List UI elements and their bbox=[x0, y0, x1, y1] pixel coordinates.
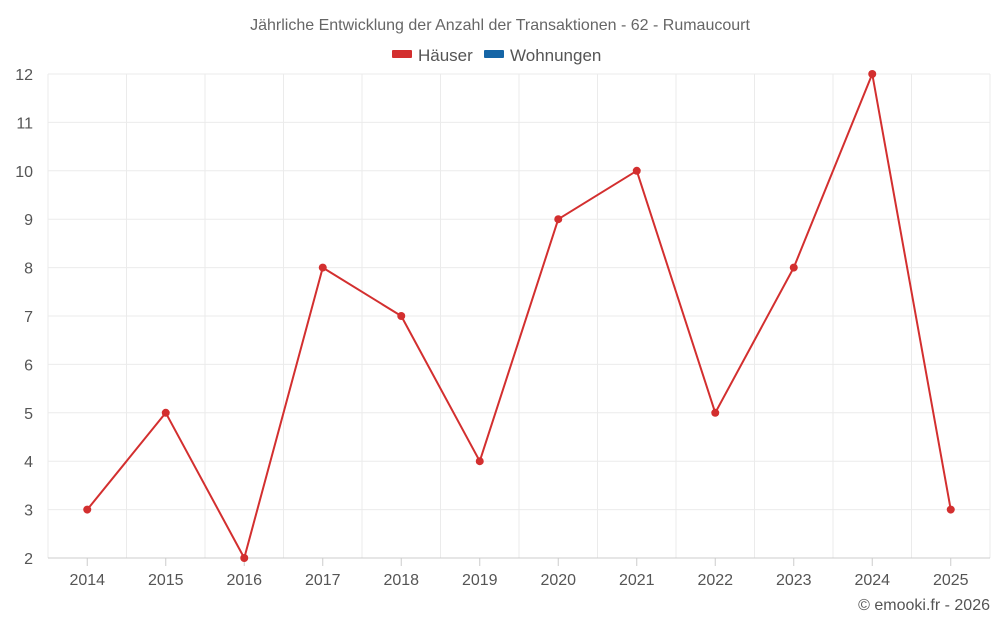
data-point-haeuser-2020[interactable] bbox=[554, 215, 563, 224]
series-line-haeuser bbox=[86, 73, 952, 559]
data-point-haeuser-2016[interactable] bbox=[240, 554, 249, 562]
x-tick-label: 2015 bbox=[148, 572, 184, 589]
x-tick-label: 2014 bbox=[69, 572, 105, 589]
x-tick-label: 2023 bbox=[776, 572, 812, 589]
legend-swatch-wohnungen bbox=[484, 50, 504, 58]
data-point-haeuser-2019[interactable] bbox=[475, 457, 484, 466]
y-tick-label: 6 bbox=[24, 357, 33, 374]
y-tick-label: 5 bbox=[24, 406, 33, 423]
legend-swatch-haeuser bbox=[392, 50, 412, 58]
credit-text: © emooki.fr - 2026 bbox=[858, 597, 990, 614]
x-tick-label: 2021 bbox=[619, 572, 655, 589]
chart-title: Jährliche Entwicklung der Anzahl der Tra… bbox=[250, 17, 750, 34]
x-tick-label: 2022 bbox=[697, 572, 733, 589]
data-point-haeuser-2017[interactable] bbox=[318, 263, 327, 272]
x-tick-label: 2025 bbox=[933, 572, 969, 589]
legend-item-haeuser[interactable]: Häuser bbox=[392, 46, 473, 65]
y-tick-label: 12 bbox=[15, 67, 33, 84]
y-tick-label: 3 bbox=[24, 503, 33, 520]
y-tick-label: 10 bbox=[15, 164, 33, 181]
legend: Häuser Wohnungen bbox=[392, 46, 601, 65]
y-tick-label: 8 bbox=[24, 261, 33, 278]
data-point-haeuser-2014[interactable] bbox=[83, 505, 92, 514]
x-tick-label: 2019 bbox=[462, 572, 498, 589]
data-point-haeuser-2024[interactable] bbox=[868, 70, 877, 78]
x-tick-label: 2016 bbox=[226, 572, 262, 589]
y-tick-label: 4 bbox=[24, 454, 33, 471]
series-haeuser bbox=[83, 70, 955, 562]
data-point-haeuser-2018[interactable] bbox=[397, 312, 406, 320]
data-point-haeuser-2023[interactable] bbox=[789, 263, 798, 272]
x-tick-label: 2024 bbox=[854, 572, 890, 589]
x-tick-label: 2020 bbox=[540, 572, 576, 589]
legend-label-haeuser: Häuser bbox=[418, 46, 473, 65]
y-tick-label: 2 bbox=[24, 551, 33, 568]
legend-label-wohnungen: Wohnungen bbox=[510, 46, 601, 65]
x-gridlines bbox=[47, 74, 991, 558]
data-point-haeuser-2021[interactable] bbox=[632, 166, 641, 175]
x-tick-label: 2018 bbox=[383, 572, 419, 589]
x-axis-ticks: 2014 2015 2016 2017 2018 2019 2020 2021 2022 2023… bbox=[69, 558, 969, 589]
legend-item-wohnungen[interactable]: Wohnungen bbox=[484, 46, 601, 65]
data-point-haeuser-2022[interactable] bbox=[711, 408, 720, 417]
x-tick-label: 2017 bbox=[305, 572, 341, 589]
y-tick-label: 11 bbox=[16, 115, 33, 132]
y-tick-label: 7 bbox=[24, 309, 33, 326]
y-axis-ticks: 2 3 4 5 6 7 8 9 10 11 12 bbox=[15, 67, 33, 568]
data-point-haeuser-2025[interactable] bbox=[946, 505, 955, 514]
data-point-haeuser-2015[interactable] bbox=[161, 408, 170, 417]
y-tick-label: 9 bbox=[24, 212, 33, 229]
